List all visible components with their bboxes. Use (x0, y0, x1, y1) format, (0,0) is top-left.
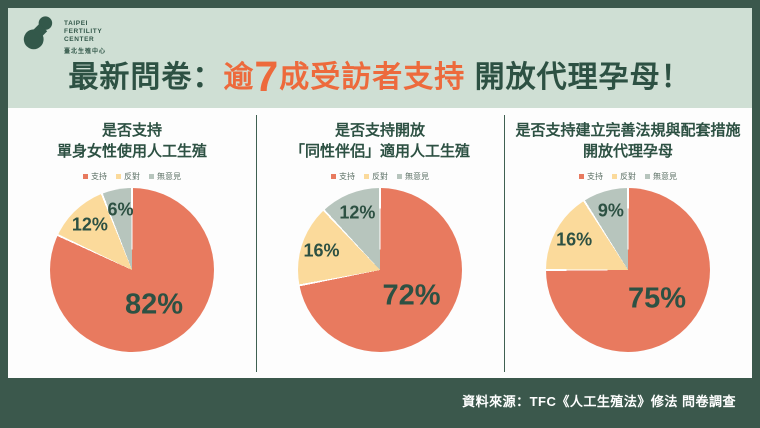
title-highlight-pre: 逾 (223, 61, 255, 94)
legend-label: 無意見 (653, 171, 677, 181)
legend-item: 反對 (116, 171, 140, 182)
pie-chart: 75% 16% 9% (546, 188, 710, 352)
legend-item: 支持 (579, 171, 603, 182)
data-source-text: 資料來源：TFC《人工生殖法》修法 問卷調查 (462, 393, 736, 409)
legend-label: 無意見 (157, 171, 181, 181)
legend-label: 無意見 (405, 171, 429, 181)
chart-title-line2: 單身女性使用人工生殖 (56, 143, 207, 160)
logo-name-zh: 臺北生殖中心 (64, 49, 107, 55)
legend-swatch-icon (645, 173, 650, 179)
logo-name-line1: TAIPEI (64, 20, 89, 27)
pie-slice-value-label: 12% (339, 202, 376, 223)
legend-item: 反對 (364, 171, 388, 182)
pie-chart: 72% 16% 12% (298, 188, 462, 352)
legend: 支持 反對 無意見 (8, 171, 256, 181)
chart-title-line2: 開放代理孕母 (582, 143, 673, 160)
tfc-logo-icon (23, 16, 53, 50)
legend: 支持 反對 無意見 (504, 171, 752, 181)
pie-slice-value-label: 75% (627, 282, 687, 315)
chart-title-line1: 是否支持開放 (334, 122, 425, 139)
legend-swatch-icon (83, 173, 88, 179)
chart-title-line1: 是否支持建立完善法規與配套措施 (515, 122, 741, 139)
pie-slice-value-label: 6% (107, 199, 134, 220)
legend: 支持 反對 無意見 (256, 171, 504, 181)
title-highlight-post: 成受訪者支持 (279, 61, 466, 94)
legend-item: 支持 (331, 171, 355, 182)
logo: TAIPEI FERTILITY CENTER 臺北生殖中心 (22, 14, 106, 55)
title-suffix: 開放代理孕母！ (465, 61, 692, 94)
page-title: 最新問卷：逾7成受訪者支持 開放代理孕母！ (8, 52, 752, 99)
chart-title: 是否支持 單身女性使用人工生殖 (8, 120, 256, 162)
title-highlight-number: 7 (254, 53, 280, 101)
legend-label: 反對 (372, 171, 388, 181)
legend-label: 支持 (91, 171, 107, 181)
legend-swatch-icon (364, 173, 369, 179)
charts-panel: 是否支持 單身女性使用人工生殖 支持 反對 無意見 82% 12% 6% 是否支持開放 … (8, 108, 752, 378)
footer-band: 資料來源：TFC《人工生殖法》修法 問卷調查 (8, 378, 752, 428)
chart-card-same-sex-couples: 是否支持開放 「同性伴侶」適用人工生殖 支持 反對 無意見 72% 16% 12% (256, 108, 504, 378)
pie-slice-value-label: 9% (597, 200, 624, 221)
legend-swatch-icon (331, 173, 336, 179)
chart-title: 是否支持建立完善法規與配套措施 開放代理孕母 (504, 120, 752, 162)
title-prefix: 最新問卷： (68, 61, 224, 94)
legend-swatch-icon (116, 173, 121, 179)
header-band: TAIPEI FERTILITY CENTER 臺北生殖中心 最新問卷：逾7成受… (8, 8, 752, 108)
pie-chart: 82% 12% 6% (50, 188, 214, 352)
pie-slice-value-label: 82% (124, 288, 183, 321)
legend-item: 無意見 (397, 171, 429, 182)
legend-swatch-icon (579, 173, 584, 179)
logo-name-line3: CENTER (64, 36, 95, 43)
legend-label: 反對 (620, 171, 636, 181)
logo-text: TAIPEI FERTILITY CENTER 臺北生殖中心 (64, 20, 106, 55)
legend-item: 無意見 (645, 171, 677, 182)
chart-title: 是否支持開放 「同性伴侶」適用人工生殖 (256, 120, 504, 162)
legend-swatch-icon (149, 173, 154, 179)
legend-swatch-icon (612, 173, 617, 179)
legend-label: 支持 (339, 171, 355, 181)
pie-slice-value-label: 16% (556, 229, 593, 250)
chart-title-line1: 是否支持 (101, 122, 162, 139)
pie-slice-value-label: 12% (71, 214, 108, 235)
legend-swatch-icon (397, 173, 402, 179)
legend-item: 無意見 (149, 171, 181, 182)
chart-card-single-women: 是否支持 單身女性使用人工生殖 支持 反對 無意見 82% 12% 6% (8, 108, 256, 378)
legend-item: 支持 (83, 171, 107, 182)
legend-item: 反對 (612, 171, 636, 182)
legend-label: 支持 (587, 171, 603, 181)
chart-title-line2: 「同性伴侶」適用人工生殖 (289, 143, 470, 160)
legend-label: 反對 (124, 171, 140, 181)
pie-slice-value-label: 16% (303, 240, 340, 261)
pie-slice-value-label: 72% (382, 279, 441, 312)
logo-name-line2: FERTILITY (64, 28, 103, 35)
chart-card-surrogacy: 是否支持建立完善法規與配套措施 開放代理孕母 支持 反對 無意見 75% 16% 9% (504, 108, 752, 378)
